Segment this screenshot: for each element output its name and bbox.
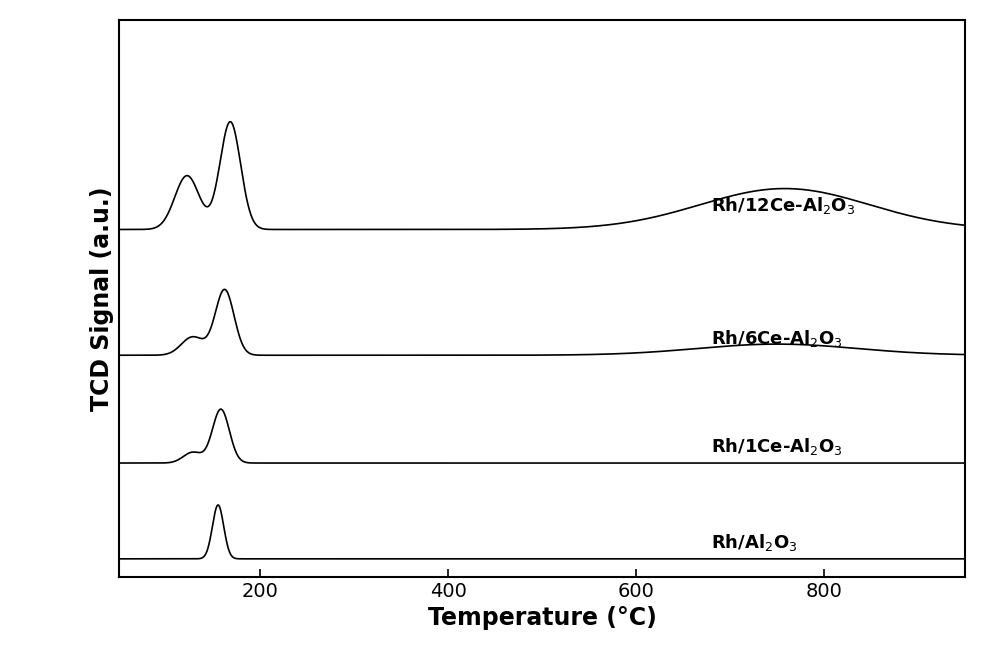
Text: Rh/12Ce-Al$_2$O$_3$: Rh/12Ce-Al$_2$O$_3$ [711, 196, 855, 216]
X-axis label: Temperature (°C): Temperature (°C) [427, 606, 656, 631]
Text: Rh/6Ce-Al$_2$O$_3$: Rh/6Ce-Al$_2$O$_3$ [711, 328, 843, 349]
Y-axis label: TCD Signal (a.u.): TCD Signal (a.u.) [89, 186, 113, 410]
Text: Rh/Al$_2$O$_3$: Rh/Al$_2$O$_3$ [711, 532, 797, 553]
Text: Rh/1Ce-Al$_2$O$_3$: Rh/1Ce-Al$_2$O$_3$ [711, 436, 843, 457]
